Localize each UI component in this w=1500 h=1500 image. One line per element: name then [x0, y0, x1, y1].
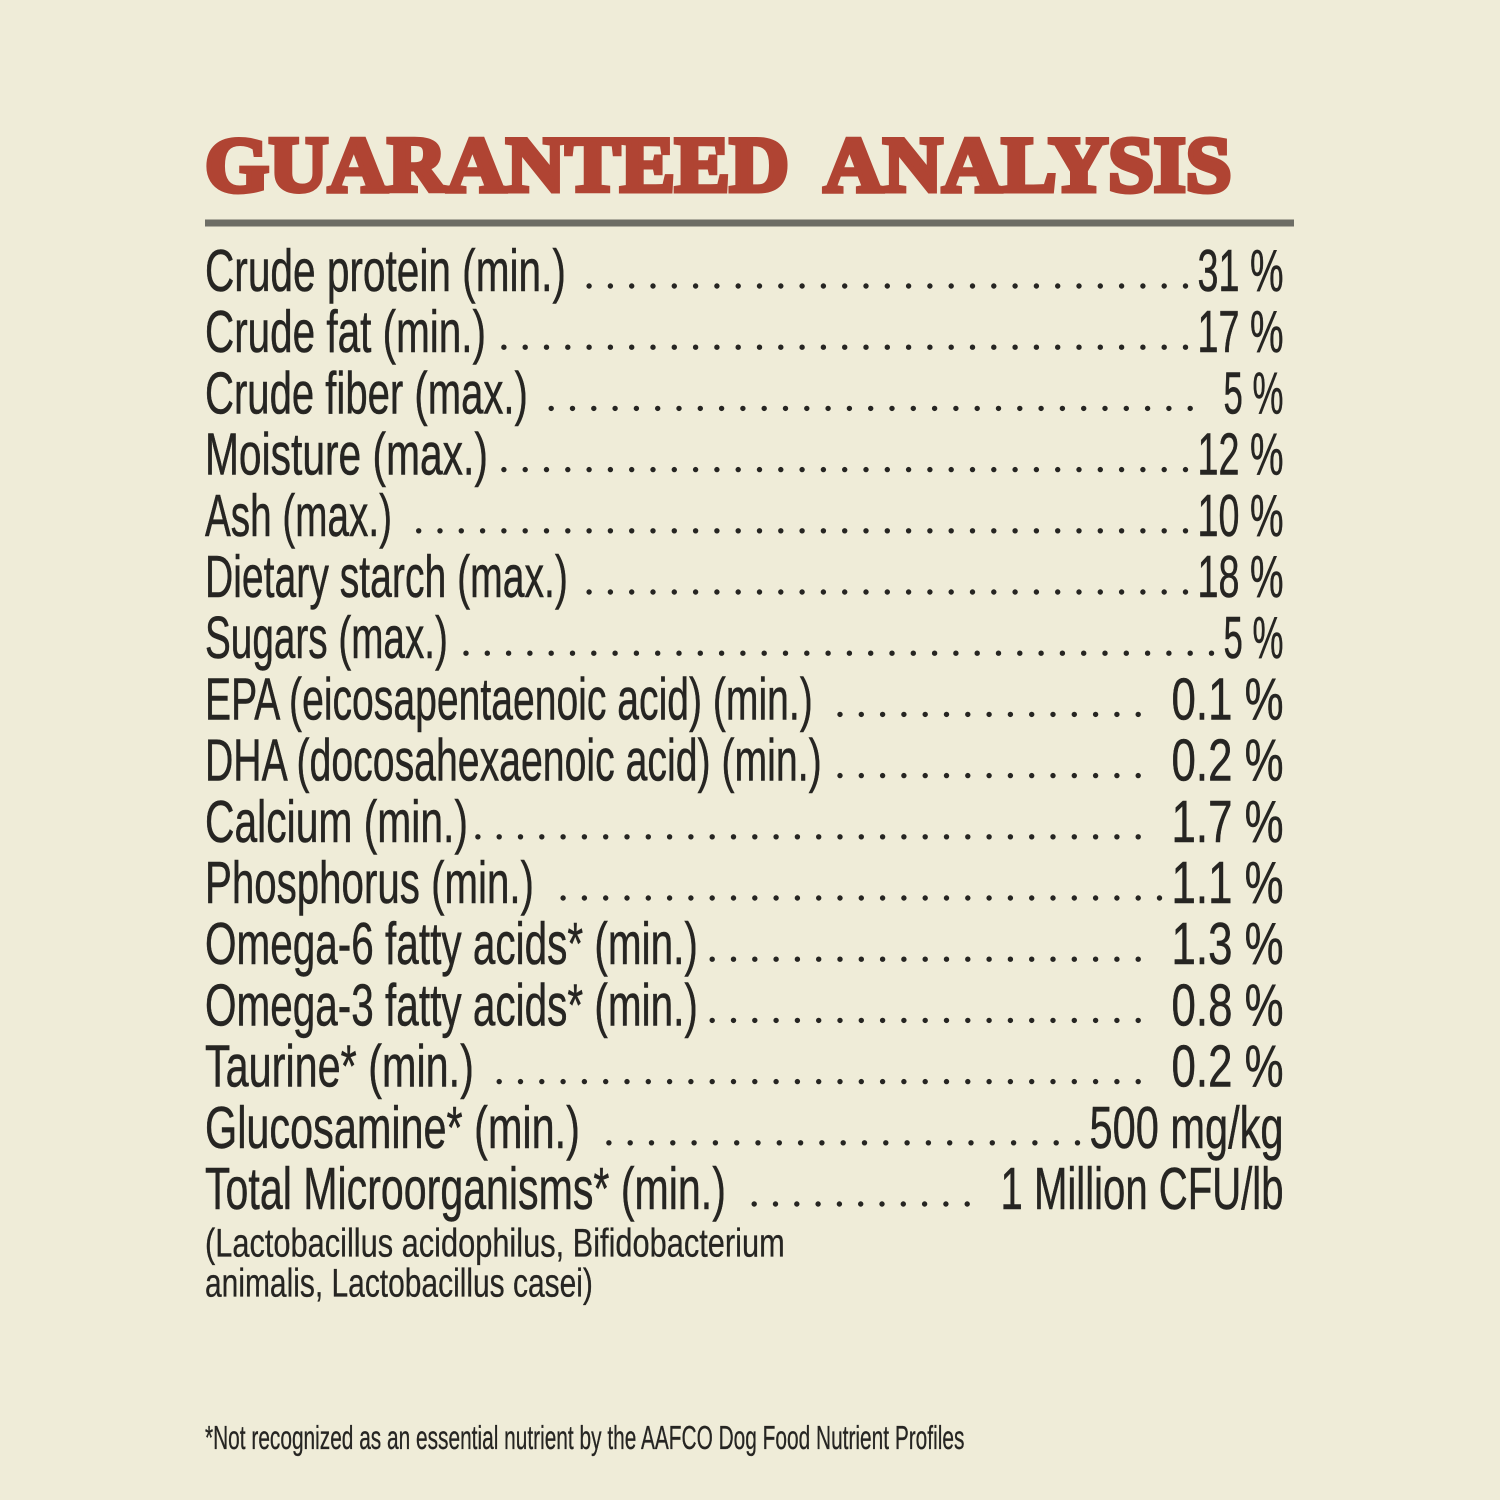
svg-text:*Not recognized as an essentia: *Not recognized as an essential nutrient… — [205, 1419, 964, 1456]
svg-text:Total Microorganisms* (min.): Total Microorganisms* (min.) — [205, 1156, 726, 1222]
svg-text:Taurine* (min.): Taurine* (min.) — [205, 1033, 474, 1099]
svg-text:DHA (docosahexaenoic acid) (mi: DHA (docosahexaenoic acid) (min.) — [205, 728, 822, 794]
svg-text:Dietary starch (max.): Dietary starch (max.) — [205, 544, 568, 610]
svg-text:31 %: 31 % — [1198, 239, 1284, 305]
svg-text:GUARANTEED ANALYSIS: GUARANTEED ANALYSIS — [205, 122, 1231, 209]
svg-text:1.3 %: 1.3 % — [1172, 912, 1284, 978]
svg-text:0.8 %: 0.8 % — [1172, 973, 1284, 1039]
svg-text:Omega-3 fatty acids* (min.): Omega-3 fatty acids* (min.) — [205, 972, 698, 1038]
svg-text:1.7 %: 1.7 % — [1172, 790, 1284, 856]
svg-text:0.2 %: 0.2 % — [1172, 728, 1284, 794]
svg-text:18 %: 18 % — [1198, 545, 1284, 611]
svg-text:0.2 %: 0.2 % — [1172, 1034, 1284, 1100]
svg-text:Crude fiber (max.): Crude fiber (max.) — [205, 360, 528, 427]
svg-text:500 mg/kg: 500 mg/kg — [1090, 1095, 1284, 1161]
svg-text:Crude protein (min.): Crude protein (min.) — [205, 237, 566, 303]
svg-text:1 Million CFU/lb: 1 Million CFU/lb — [1001, 1155, 1284, 1222]
svg-text:animalis, Lactobacillus casei): animalis, Lactobacillus casei) — [205, 1261, 593, 1305]
svg-text:0.1 %: 0.1 % — [1172, 667, 1284, 733]
svg-text:Phosphorus (min.): Phosphorus (min.) — [205, 849, 534, 916]
svg-text:Omega-6 fatty acids* (min.): Omega-6 fatty acids* (min.) — [205, 911, 698, 977]
svg-text:Sugars (max.): Sugars (max.) — [205, 605, 448, 671]
svg-text:5 %: 5 % — [1224, 361, 1284, 427]
svg-text:1.1 %: 1.1 % — [1172, 851, 1284, 917]
svg-text:Calcium (min.): Calcium (min.) — [205, 788, 468, 854]
svg-text:(Lactobacillus acidophilus, Bi: (Lactobacillus acidophilus, Bifidobacter… — [205, 1221, 785, 1266]
svg-text:5 %: 5 % — [1224, 606, 1284, 672]
svg-text:Ash (max.): Ash (max.) — [205, 483, 392, 549]
svg-text:Moisture (max.): Moisture (max.) — [205, 421, 488, 487]
svg-text:EPA (eicosapentaenoic acid) (m: EPA (eicosapentaenoic acid) (min.) — [205, 666, 813, 732]
svg-text:10 %: 10 % — [1198, 483, 1284, 549]
svg-text:Glucosamine* (min.): Glucosamine* (min.) — [205, 1095, 580, 1161]
svg-text:Crude fat (min.): Crude fat (min.) — [205, 299, 486, 365]
svg-text:17 %: 17 % — [1198, 300, 1284, 366]
svg-text:12 %: 12 % — [1198, 422, 1284, 488]
